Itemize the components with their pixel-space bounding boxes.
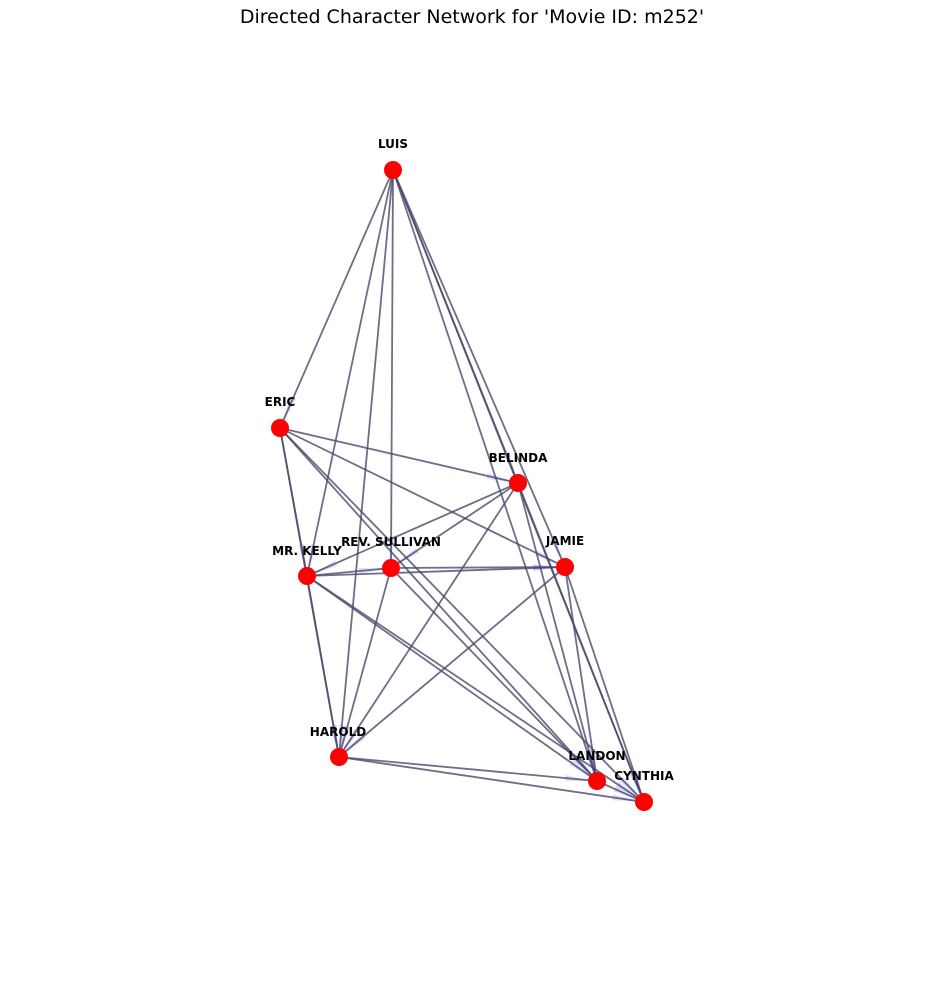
arrowhead-landon-to-cynthia	[613, 786, 643, 802]
edge-belinda-to-cynthia	[517, 482, 645, 803]
edge-belinda-to-mr-kelly	[306, 482, 519, 577]
arrowhead-belinda-to-rev-sullivan	[392, 547, 420, 567]
arrowhead-eric-to-cynthia	[619, 776, 643, 801]
edge-jamie-to-cynthia	[564, 566, 645, 803]
edge-mr-kelly-to-cynthia	[306, 575, 645, 803]
edge-harold-to-landon	[338, 756, 598, 782]
edge-rev-sullivan-to-harold	[338, 567, 392, 758]
node-luis[interactable]	[384, 161, 402, 179]
edge-luis-to-rev-sullivan	[390, 169, 394, 569]
edge-luis-to-jamie	[392, 169, 566, 568]
node-jamie[interactable]	[556, 558, 574, 576]
node-cynthia[interactable]	[635, 793, 653, 811]
edge-jamie-to-harold	[338, 566, 566, 758]
node-label-jamie: JAMIE	[545, 534, 584, 548]
node-label-cynthia: CYNTHIA	[614, 769, 674, 783]
node-eric[interactable]	[271, 419, 289, 437]
arrowhead-mr-kelly-to-harold	[330, 724, 339, 756]
arrowhead-luis-to-mr-kelly	[307, 544, 317, 575]
arrowhead-rev-sullivan-to-landon	[572, 755, 596, 780]
node-landon[interactable]	[588, 772, 606, 790]
arrowhead-belinda-to-landon	[585, 749, 597, 780]
arrowhead-jamie-to-landon	[589, 748, 597, 780]
arrowhead-luis-to-jamie	[549, 536, 565, 566]
node-label-eric: ERIC	[265, 395, 296, 409]
node-belinda[interactable]	[509, 474, 527, 492]
node-mr-kelly[interactable]	[298, 567, 316, 585]
arrowhead-rev-sullivan-to-harold	[339, 725, 351, 756]
edge-mr-kelly-to-jamie	[306, 566, 566, 577]
arrowhead-eric-to-belinda	[486, 472, 517, 483]
edge-layer	[279, 169, 645, 803]
arrowhead-belinda-to-harold	[340, 728, 360, 756]
edge-harold-to-cynthia	[338, 756, 645, 803]
node-layer	[271, 161, 653, 811]
arrowhead-mr-kelly-to-rev-sullivan	[358, 568, 390, 575]
node-label-luis: LUIS	[378, 137, 408, 151]
arrowhead-jamie-to-harold	[340, 734, 366, 756]
node-label-rev-sullivan: REV. SULLIVAN	[341, 535, 441, 549]
edge-eric-to-cynthia	[279, 427, 645, 803]
edge-eric-to-belinda	[279, 427, 519, 484]
edge-mr-kelly-to-harold	[306, 575, 340, 758]
edge-luis-to-landon	[392, 169, 598, 782]
arrowhead-eric-to-jamie	[534, 550, 564, 567]
edge-mr-kelly-to-rev-sullivan	[306, 567, 392, 577]
node-label-mr-kelly: MR. KELLY	[272, 544, 342, 558]
edge-luis-to-harold	[338, 169, 394, 758]
diagram-title: Directed Character Network for 'Movie ID…	[239, 6, 705, 28]
arrowhead-harold-to-cynthia	[611, 794, 643, 802]
edge-rev-sullivan-to-jamie	[390, 566, 566, 569]
node-label-harold: HAROLD	[310, 725, 366, 739]
node-harold[interactable]	[330, 748, 348, 766]
arrowhead-belinda-to-mr-kelly	[308, 560, 338, 576]
arrowhead-mr-kelly-to-cynthia	[615, 781, 643, 801]
node-label-landon: LANDON	[568, 749, 625, 763]
edge-jamie-to-landon	[564, 566, 598, 782]
edge-belinda-to-harold	[338, 482, 519, 758]
arrowhead-belinda-to-cynthia	[629, 771, 644, 801]
arrowhead-harold-to-landon	[564, 775, 596, 782]
arrowhead-luis-to-harold	[338, 724, 345, 756]
node-label-belinda: BELINDA	[489, 451, 548, 465]
edge-belinda-to-landon	[517, 482, 598, 782]
node-rev-sullivan[interactable]	[382, 559, 400, 577]
arrowhead-jamie-to-cynthia	[630, 770, 644, 801]
arrowhead-mr-kelly-to-landon	[569, 760, 596, 780]
edge-luis-to-mr-kelly	[306, 169, 394, 577]
edge-eric-to-jamie	[279, 427, 566, 568]
arrowhead-luis-to-landon	[584, 749, 597, 780]
edge-luis-to-eric	[279, 169, 394, 429]
edge-rev-sullivan-to-landon	[390, 567, 598, 782]
arrowhead-rev-sullivan-to-jamie	[532, 564, 564, 571]
edge-belinda-to-rev-sullivan	[390, 482, 519, 569]
edge-mr-kelly-to-landon	[306, 575, 598, 782]
arrowhead-luis-to-eric	[280, 397, 296, 427]
